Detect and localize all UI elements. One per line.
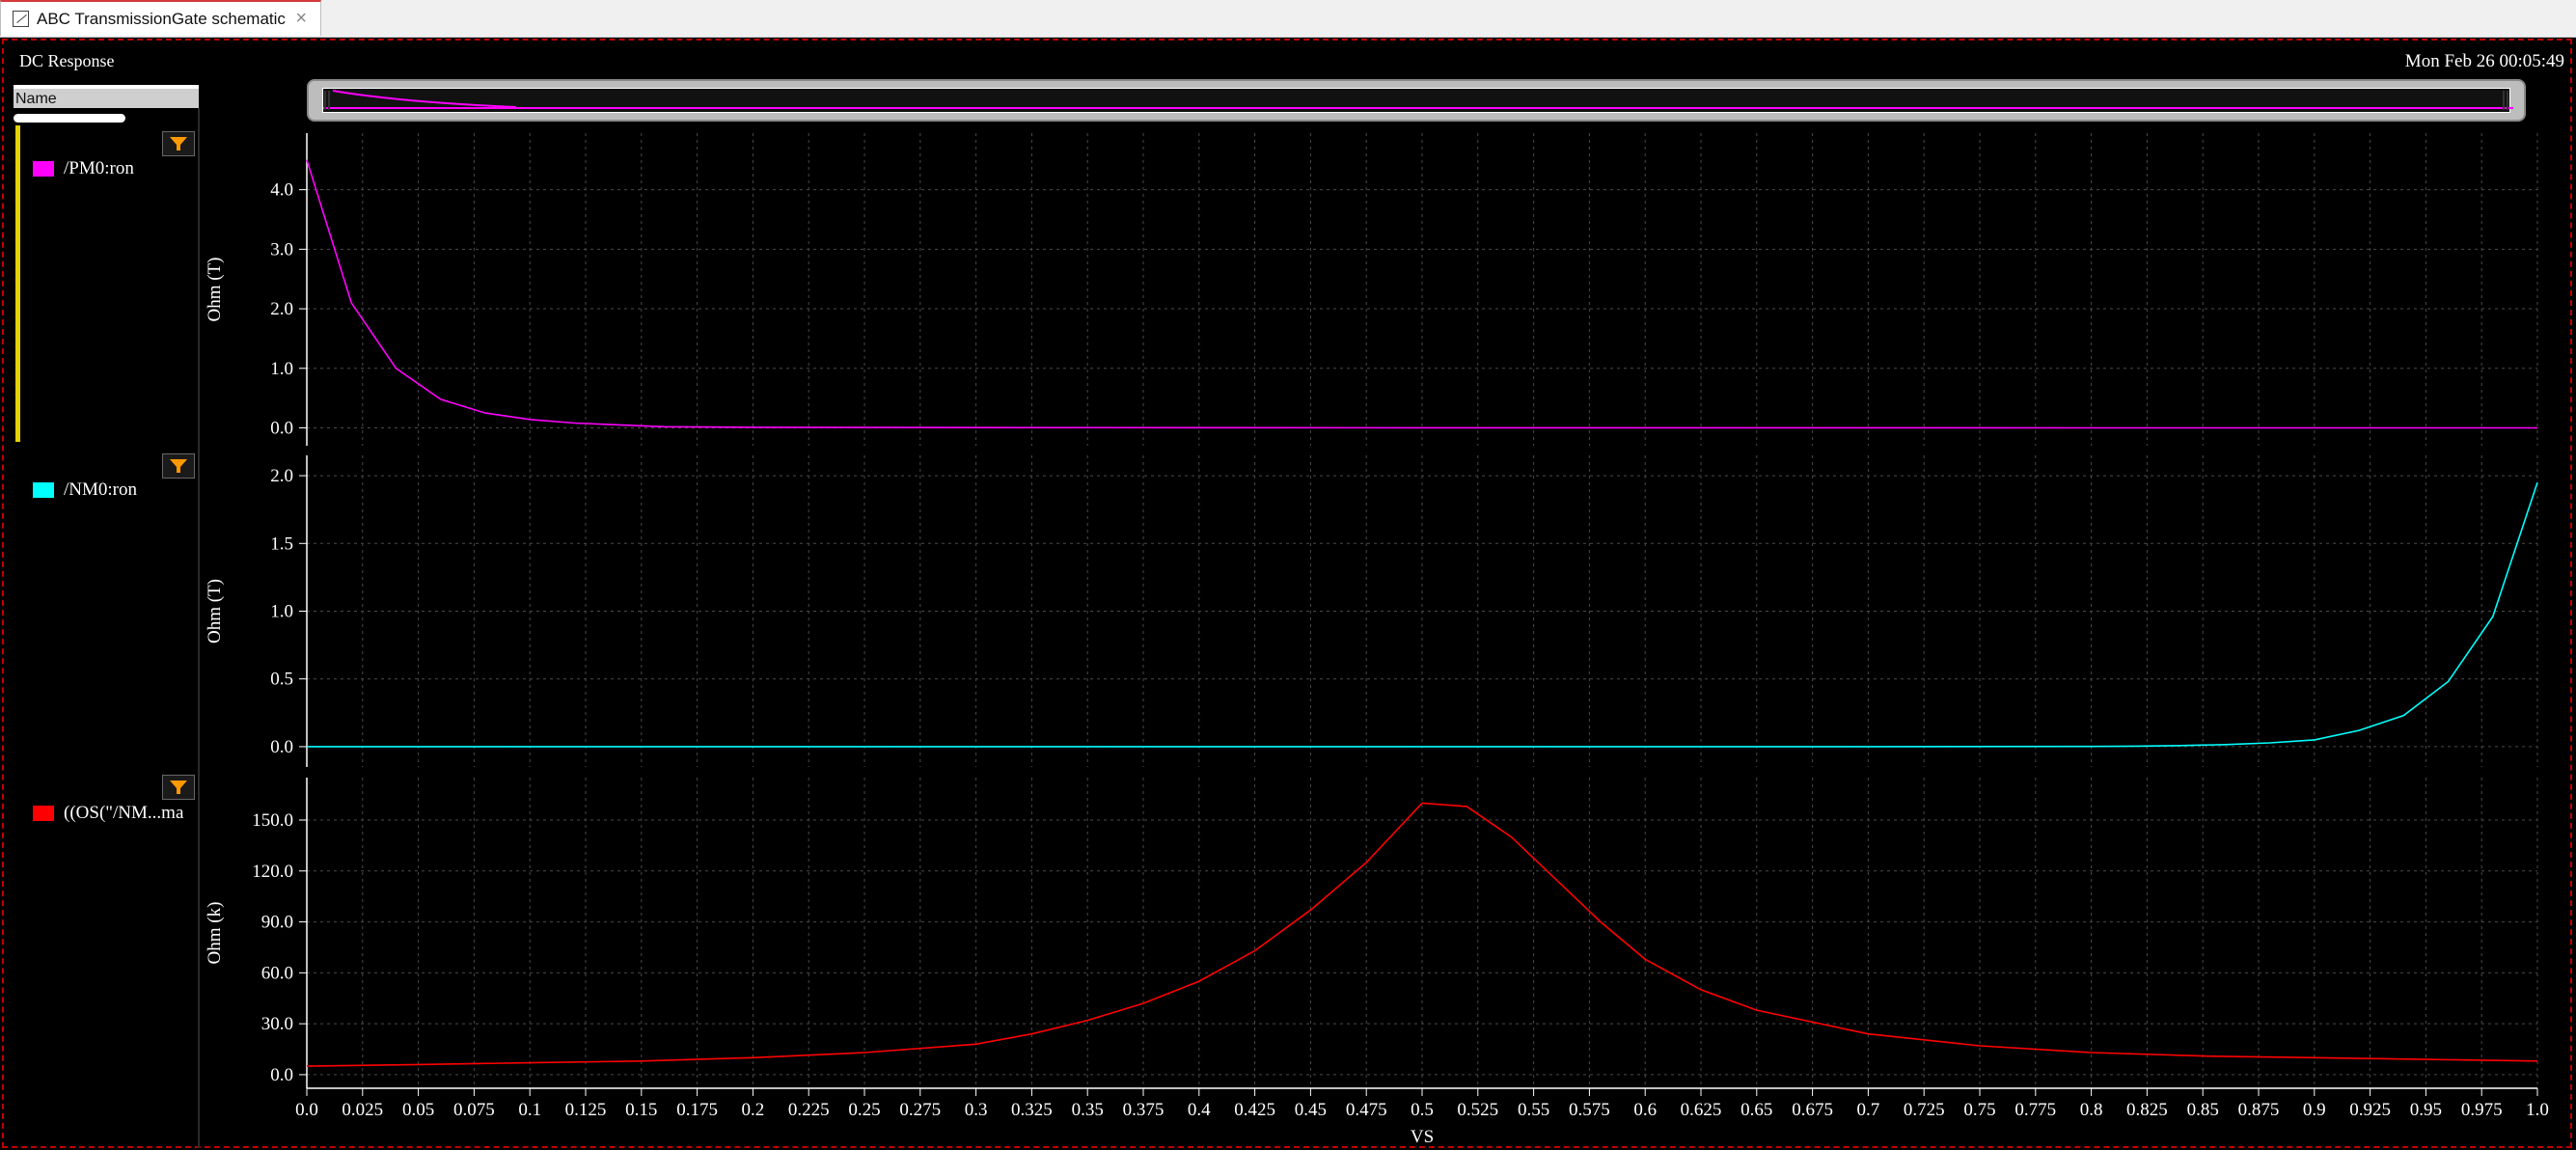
- x-tick-label: 0.375: [1123, 1100, 1165, 1120]
- y-tick-label: 4.0: [270, 180, 293, 201]
- x-tick-label: 0.675: [1792, 1100, 1833, 1120]
- legend-label: /NM0:ron: [64, 479, 137, 500]
- y-tick-label: 60.0: [261, 963, 293, 983]
- legend-horizontal-scrollbar[interactable]: [14, 114, 125, 123]
- overview-trace: [323, 90, 2513, 109]
- legend-label: /PM0:ron: [64, 158, 134, 178]
- x-tick-label: 0.075: [453, 1100, 495, 1120]
- x-tick-label: 0.0: [295, 1100, 318, 1120]
- x-tick-label: 0.175: [676, 1100, 718, 1120]
- x-tick-label: 0.825: [2126, 1100, 2168, 1120]
- legend-item-pm0-ron[interactable]: /PM0:ron: [33, 158, 134, 179]
- x-tick-label: 0.85: [2187, 1100, 2219, 1120]
- x-tick-label: 0.125: [565, 1100, 607, 1120]
- x-tick-label: 0.575: [1569, 1100, 1610, 1120]
- x-tick-label: 0.75: [1963, 1100, 1995, 1120]
- timestamp: Mon Feb 26 00:05:49: [2404, 51, 2564, 71]
- x-tick-label: 0.475: [1346, 1100, 1387, 1120]
- overview-left-handle[interactable]: [324, 91, 330, 110]
- x-tick-label: 0.425: [1234, 1100, 1275, 1120]
- x-tick-label: 0.35: [1072, 1100, 1104, 1120]
- y-tick-label: 0.5: [270, 670, 293, 690]
- y-axis-label: Ohm (k): [205, 902, 225, 965]
- x-tick-label: 0.8: [2080, 1100, 2103, 1120]
- legend-item-nm0-ron[interactable]: /NM0:ron: [33, 479, 137, 501]
- series-line-0: [306, 159, 2537, 429]
- y-tick-label: 150.0: [252, 810, 293, 831]
- y-tick-label: 1.5: [270, 534, 293, 554]
- x-tick-label: 0.625: [1681, 1100, 1722, 1120]
- zoom-overview-bar[interactable]: [307, 79, 2526, 122]
- legend-label: ((OS("/NM...ma: [64, 803, 184, 823]
- filter-funnel-icon: [170, 780, 187, 794]
- x-tick-label: 0.525: [1457, 1100, 1498, 1120]
- series-line-1: [307, 481, 2538, 748]
- y-tick-label: 2.0: [270, 466, 293, 486]
- filter-button-strip-3[interactable]: [162, 775, 195, 800]
- tab-transmissiongate-schematic[interactable]: ABC TransmissionGate schematic ×: [0, 0, 321, 36]
- y-tick-label: 30.0: [261, 1014, 293, 1034]
- x-tick-label: 0.325: [1011, 1100, 1053, 1120]
- selection-bar: [15, 125, 20, 442]
- x-tick-label: 0.875: [2238, 1100, 2280, 1120]
- overview-window[interactable]: [322, 88, 2513, 113]
- x-tick-label: 0.975: [2461, 1100, 2503, 1120]
- x-tick-label: 0.45: [1295, 1100, 1327, 1120]
- x-tick-label: 0.65: [1740, 1100, 1772, 1120]
- y-tick-label: 0.0: [270, 737, 293, 757]
- legend-item-ratio-expr[interactable]: ((OS("/NM...ma: [33, 803, 183, 824]
- close-icon[interactable]: ×: [295, 8, 307, 29]
- x-tick-label: 0.9: [2303, 1100, 2326, 1120]
- waveform-window-frame: [2, 39, 2572, 1148]
- x-axis-label: VS: [1411, 1127, 1434, 1147]
- y-tick-label: 0.0: [270, 418, 293, 438]
- x-tick-label: 0.95: [2410, 1100, 2442, 1120]
- y-tick-label: 90.0: [261, 913, 293, 933]
- legend-divider[interactable]: [198, 108, 200, 1148]
- y-tick-label: 1.0: [270, 602, 293, 622]
- legend-swatch: [33, 806, 54, 821]
- y-tick-label: 1.0: [270, 359, 293, 379]
- tab-title: ABC TransmissionGate schematic: [37, 9, 286, 28]
- panel-title: DC Response: [19, 51, 115, 70]
- overview-right-handle[interactable]: [2503, 91, 2508, 110]
- x-tick-label: 0.55: [1518, 1100, 1549, 1120]
- y-axis-label: Ohm (T): [205, 579, 225, 643]
- waveform-icon: [13, 11, 29, 27]
- x-tick-label: 0.275: [899, 1100, 941, 1120]
- x-tick-label: 0.3: [965, 1100, 988, 1120]
- y-tick-label: 120.0: [252, 862, 293, 882]
- x-tick-label: 0.7: [1857, 1100, 1880, 1120]
- x-tick-label: 0.05: [402, 1100, 434, 1120]
- x-tick-label: 0.4: [1188, 1100, 1211, 1120]
- x-tick-label: 0.2: [742, 1100, 765, 1120]
- x-tick-label: 0.925: [2349, 1100, 2391, 1120]
- x-tick-label: 1.0: [2526, 1100, 2549, 1120]
- filter-button-strip-1[interactable]: [162, 131, 195, 156]
- y-tick-label: 2.0: [270, 299, 293, 319]
- x-tick-label: 0.25: [848, 1100, 880, 1120]
- filter-funnel-icon: [170, 137, 187, 151]
- tab-bar: ABC TransmissionGate schematic ×: [0, 0, 2576, 38]
- y-tick-label: 0.0: [270, 1065, 293, 1085]
- x-tick-label: 0.775: [2014, 1100, 2056, 1120]
- series-line-2: [306, 802, 2538, 1067]
- y-tick-label: 3.0: [270, 239, 293, 260]
- y-axis-label: Ohm (T): [205, 257, 225, 321]
- x-tick-label: 0.5: [1411, 1100, 1434, 1120]
- x-tick-label: 0.1: [518, 1100, 541, 1120]
- x-tick-label: 0.225: [788, 1100, 830, 1120]
- x-tick-label: 0.6: [1633, 1100, 1657, 1120]
- x-tick-label: 0.725: [1904, 1100, 1945, 1120]
- legend-swatch: [33, 161, 54, 177]
- x-tick-label: 0.15: [625, 1100, 657, 1120]
- filter-button-strip-2[interactable]: [162, 453, 195, 479]
- filter-funnel-icon: [170, 459, 187, 473]
- legend-name-column-header[interactable]: Name: [14, 85, 199, 108]
- x-tick-label: 0.025: [342, 1100, 383, 1120]
- legend-swatch: [33, 482, 54, 498]
